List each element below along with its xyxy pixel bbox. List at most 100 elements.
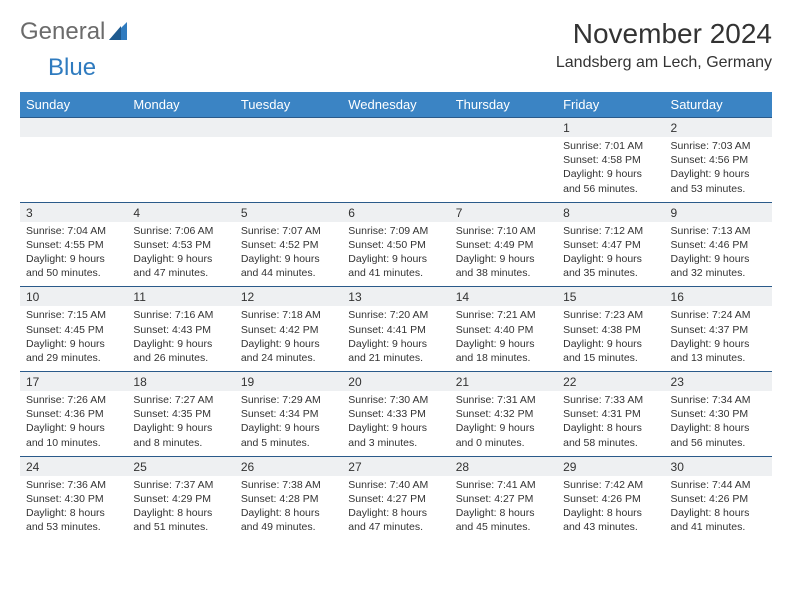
daylight-text: Daylight: 9 hours and 41 minutes. [348, 252, 443, 280]
date-cell: 29 [557, 456, 664, 476]
date-cell: 12 [235, 287, 342, 307]
detail-cell: Sunrise: 7:41 AMSunset: 4:27 PMDaylight:… [450, 476, 557, 541]
date-row: 24252627282930 [20, 456, 772, 476]
detail-cell [20, 137, 127, 202]
day-header-row: Sunday Monday Tuesday Wednesday Thursday… [20, 92, 772, 118]
daylight-text: Daylight: 9 hours and 44 minutes. [241, 252, 336, 280]
date-cell: 19 [235, 372, 342, 392]
detail-cell: Sunrise: 7:06 AMSunset: 4:53 PMDaylight:… [127, 222, 234, 287]
detail-row: Sunrise: 7:01 AMSunset: 4:58 PM Daylight:… [20, 137, 772, 202]
daylight-text: Daylight: 8 hours and 53 minutes. [26, 506, 121, 534]
detail-cell: Sunrise: 7:26 AMSunset: 4:36 PMDaylight:… [20, 391, 127, 456]
detail-cell: Sunrise: 7:10 AMSunset: 4:49 PMDaylight:… [450, 222, 557, 287]
sunset-text: Sunset: 4:50 PM [348, 238, 443, 252]
daylight-text: Daylight: 9 hours and 47 minutes. [133, 252, 228, 280]
daylight-text: Daylight: 9 hours and 29 minutes. [26, 337, 121, 365]
sunrise-text: Sunrise: 7:12 AM [563, 224, 658, 238]
sunrise-text: Sunrise: 7:33 AM [563, 393, 658, 407]
date-cell: 25 [127, 456, 234, 476]
detail-cell: Sunrise: 7:36 AMSunset: 4:30 PMDaylight:… [20, 476, 127, 541]
date-row: 12 [20, 118, 772, 138]
sunrise-text: Sunrise: 7:01 AM [563, 139, 658, 153]
daylight-text: Daylight: 9 hours and 5 minutes. [241, 421, 336, 449]
daylight-text: Daylight: 8 hours and 51 minutes. [133, 506, 228, 534]
location: Landsberg am Lech, Germany [556, 54, 772, 72]
detail-cell: Sunrise: 7:30 AMSunset: 4:33 PMDaylight:… [342, 391, 449, 456]
title-block: November 2024 Landsberg am Lech, Germany [556, 18, 772, 72]
sunset-text: Sunset: 4:35 PM [133, 407, 228, 421]
detail-cell [342, 137, 449, 202]
sunrise-text: Sunrise: 7:44 AM [671, 478, 766, 492]
date-cell: 3 [20, 202, 127, 222]
sunset-text: Sunset: 4:26 PM [563, 492, 658, 506]
detail-cell: Sunrise: 7:13 AMSunset: 4:46 PMDaylight:… [665, 222, 772, 287]
detail-cell: Sunrise: 7:38 AMSunset: 4:28 PMDaylight:… [235, 476, 342, 541]
daylight-text: Daylight: 9 hours and 21 minutes. [348, 337, 443, 365]
date-cell: 10 [20, 287, 127, 307]
daylight-text: Daylight: 9 hours and 38 minutes. [456, 252, 551, 280]
sunset-text: Sunset: 4:40 PM [456, 323, 551, 337]
detail-cell: Sunrise: 7:33 AMSunset: 4:31 PMDaylight:… [557, 391, 664, 456]
detail-row: Sunrise: 7:26 AMSunset: 4:36 PMDaylight:… [20, 391, 772, 456]
daylight-text: Daylight: 9 hours and 26 minutes. [133, 337, 228, 365]
sunrise-text: Sunrise: 7:21 AM [456, 308, 551, 322]
date-cell: 24 [20, 456, 127, 476]
sunset-text: Sunset: 4:49 PM [456, 238, 551, 252]
daylight-text: Daylight: 9 hours and 8 minutes. [133, 421, 228, 449]
date-cell: 26 [235, 456, 342, 476]
daylight-text: Daylight: 9 hours and 53 minutes. [671, 167, 766, 195]
daylight-text: Daylight: 8 hours and 45 minutes. [456, 506, 551, 534]
sunset-text: Sunset: 4:38 PM [563, 323, 658, 337]
detail-cell: Sunrise: 7:20 AMSunset: 4:41 PMDaylight:… [342, 306, 449, 371]
date-cell: 7 [450, 202, 557, 222]
sunset-text: Sunset: 4:47 PM [563, 238, 658, 252]
calendar-page: General November 2024 Landsberg am Lech,… [0, 0, 792, 550]
sunset-text: Sunset: 4:31 PM [563, 407, 658, 421]
sunrise-text: Sunrise: 7:09 AM [348, 224, 443, 238]
detail-cell: Sunrise: 7:31 AMSunset: 4:32 PMDaylight:… [450, 391, 557, 456]
sunset-text: Sunset: 4:58 PM [563, 153, 658, 167]
daylight-text: Daylight: 9 hours and 32 minutes. [671, 252, 766, 280]
date-cell: 16 [665, 287, 772, 307]
detail-cell: Sunrise: 7:40 AMSunset: 4:27 PMDaylight:… [342, 476, 449, 541]
day-header: Thursday [450, 92, 557, 118]
detail-cell: Sunrise: 7:04 AMSunset: 4:55 PMDaylight:… [20, 222, 127, 287]
date-cell: 5 [235, 202, 342, 222]
sunrise-text: Sunrise: 7:29 AM [241, 393, 336, 407]
detail-row: Sunrise: 7:36 AMSunset: 4:30 PMDaylight:… [20, 476, 772, 541]
sunrise-text: Sunrise: 7:03 AM [671, 139, 766, 153]
day-header: Tuesday [235, 92, 342, 118]
date-cell: 27 [342, 456, 449, 476]
sunset-text: Sunset: 4:45 PM [26, 323, 121, 337]
sunset-text: Sunset: 4:30 PM [671, 407, 766, 421]
sunrise-text: Sunrise: 7:27 AM [133, 393, 228, 407]
date-cell: 21 [450, 372, 557, 392]
sunrise-text: Sunrise: 7:41 AM [456, 478, 551, 492]
day-header: Saturday [665, 92, 772, 118]
day-header: Sunday [20, 92, 127, 118]
date-cell: 1 [557, 118, 664, 138]
detail-cell: Sunrise: 7:24 AMSunset: 4:37 PMDaylight:… [665, 306, 772, 371]
date-cell [127, 118, 234, 138]
sunset-text: Sunset: 4:26 PM [671, 492, 766, 506]
day-header: Monday [127, 92, 234, 118]
sunset-text: Sunset: 4:34 PM [241, 407, 336, 421]
date-cell [235, 118, 342, 138]
detail-cell: Sunrise: 7:42 AMSunset: 4:26 PMDaylight:… [557, 476, 664, 541]
detail-cell: Sunrise: 7:16 AMSunset: 4:43 PMDaylight:… [127, 306, 234, 371]
detail-cell: Sunrise: 7:27 AMSunset: 4:35 PMDaylight:… [127, 391, 234, 456]
daylight-text: Daylight: 9 hours and 10 minutes. [26, 421, 121, 449]
date-cell: 9 [665, 202, 772, 222]
logo: General [20, 18, 133, 46]
daylight-text: Daylight: 9 hours and 35 minutes. [563, 252, 658, 280]
date-cell [450, 118, 557, 138]
date-row: 17181920212223 [20, 372, 772, 392]
detail-cell: Sunrise: 7:21 AMSunset: 4:40 PMDaylight:… [450, 306, 557, 371]
date-cell: 17 [20, 372, 127, 392]
sunset-text: Sunset: 4:27 PM [348, 492, 443, 506]
sunrise-text: Sunrise: 7:38 AM [241, 478, 336, 492]
sunset-text: Sunset: 4:52 PM [241, 238, 336, 252]
daylight-text: Daylight: 9 hours and 3 minutes. [348, 421, 443, 449]
sunset-text: Sunset: 4:53 PM [133, 238, 228, 252]
date-cell: 28 [450, 456, 557, 476]
